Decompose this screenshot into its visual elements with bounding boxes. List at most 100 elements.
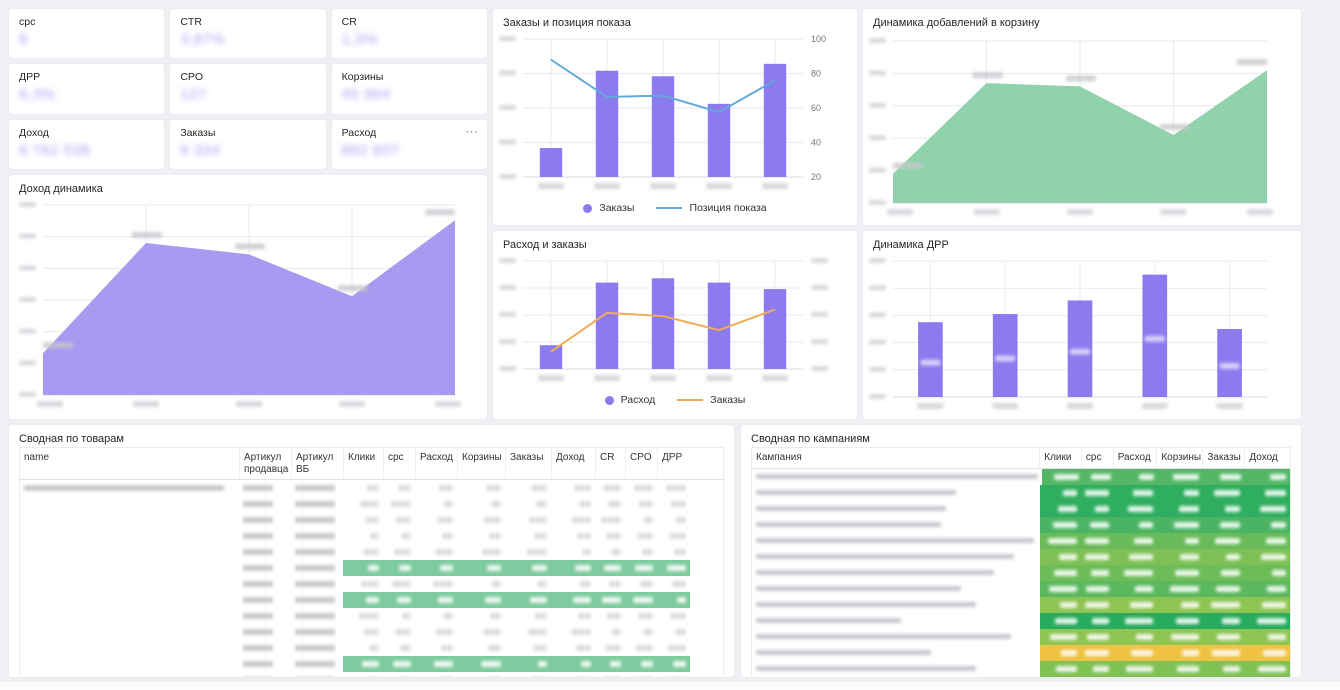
legend-label: Заказы (710, 394, 746, 406)
column-header[interactable]: Артикул продавца (239, 448, 291, 479)
table-cell (415, 544, 457, 560)
table-row[interactable] (20, 576, 723, 592)
kpi-value: 45 964 (341, 86, 391, 104)
heatmap-cell (1244, 532, 1290, 549)
table-cell (383, 560, 415, 576)
card-expense-orders: Расход и заказы Расход Заказы (492, 230, 858, 420)
table-row[interactable] (20, 672, 723, 677)
table-row[interactable] (20, 608, 723, 624)
table-cell (625, 480, 657, 496)
legend-item-orders[interactable]: Заказы (677, 394, 745, 406)
table-row[interactable] (20, 496, 723, 512)
column-header[interactable]: CR (595, 448, 625, 479)
table-cell (457, 640, 505, 656)
heatmap-cell (1156, 564, 1203, 581)
legend-label: Позиция показа (689, 202, 767, 214)
table-cell (551, 656, 595, 672)
column-header[interactable]: Заказы (1202, 448, 1244, 468)
table-cell (239, 496, 291, 512)
table-row[interactable] (752, 548, 1290, 565)
column-header[interactable]: Доход (551, 448, 595, 479)
table-row[interactable] (20, 624, 723, 640)
column-header[interactable]: Корзины (457, 448, 505, 479)
table-cell (551, 480, 595, 496)
kpi-card-cpo: CPO 127 (169, 63, 327, 115)
column-header[interactable]: Расход (1112, 448, 1157, 468)
column-header[interactable]: Клики (1039, 448, 1081, 468)
table-row[interactable] (20, 544, 723, 560)
card-menu-button[interactable]: ⋯ (464, 123, 479, 139)
heatmap-cell (1083, 468, 1115, 485)
column-header[interactable]: cpc (383, 448, 415, 479)
table-row[interactable] (752, 500, 1290, 517)
heatmap-cell (1042, 468, 1084, 485)
heatmap-cell (1156, 660, 1203, 677)
column-header[interactable]: Клики (343, 448, 383, 479)
table-row[interactable] (752, 516, 1290, 533)
table-row[interactable] (752, 612, 1290, 629)
table-cell (551, 528, 595, 544)
column-header[interactable]: Кампания (756, 452, 802, 463)
column-header[interactable]: name (24, 452, 50, 463)
column-header[interactable]: Корзины (1156, 448, 1202, 468)
heatmap-cell (1156, 596, 1203, 613)
table-row[interactable] (752, 580, 1290, 597)
heatmap-cell (1244, 580, 1290, 597)
card-drr-dynamics: Динамика ДРР (862, 230, 1302, 420)
column-header[interactable]: Заказы (505, 448, 551, 479)
column-header[interactable]: ДРР (657, 448, 690, 479)
table-cell (239, 560, 291, 576)
table-cell (551, 640, 595, 656)
table-row[interactable] (20, 512, 723, 528)
table-cell (383, 544, 415, 560)
table-row[interactable] (20, 640, 723, 656)
column-header[interactable]: Расход (415, 448, 457, 479)
column-header[interactable]: CPO (625, 448, 657, 479)
cart-additions-area-chart (869, 38, 1273, 215)
heatmap-cell (1081, 676, 1114, 677)
table-cell (505, 512, 551, 528)
table-row[interactable] (752, 660, 1290, 677)
table-cell (457, 608, 505, 624)
kpi-label: CPO (180, 71, 204, 84)
table-cell (657, 560, 690, 576)
heatmap-cell (1156, 644, 1203, 661)
svg-text:100: 100 (811, 34, 826, 44)
legend-item-orders[interactable]: Заказы (583, 202, 634, 214)
table-row[interactable] (752, 644, 1290, 661)
legend-item-position[interactable]: Позиция показа (656, 202, 767, 214)
table-cell (505, 640, 551, 656)
table-row[interactable] (752, 468, 1290, 485)
heatmap-cell (1081, 484, 1114, 501)
table-row[interactable] (20, 528, 723, 544)
column-header[interactable]: cpc (1080, 448, 1113, 468)
table-row[interactable] (752, 564, 1290, 581)
table-row[interactable] (20, 656, 723, 672)
table-cell (595, 672, 625, 677)
heatmap-cell (1081, 660, 1114, 677)
campaigns-table[interactable]: Кампания Клики cpc Расход Корзины Заказы Доход (741, 447, 1301, 677)
column-header[interactable]: Доход (1244, 448, 1290, 468)
heatmap-cell (1156, 612, 1203, 629)
table-cell (291, 672, 343, 677)
table-row[interactable] (752, 484, 1290, 501)
column-header[interactable]: Артикул ВБ (291, 448, 343, 479)
campaign-name-cell (752, 645, 1040, 661)
table-row-partial[interactable] (752, 676, 1290, 677)
table-cell (20, 560, 239, 576)
heatmap-cell (1202, 516, 1245, 533)
table-row[interactable] (752, 596, 1290, 613)
table-row[interactable] (752, 628, 1290, 645)
table-row[interactable] (20, 592, 723, 608)
table-row[interactable] (20, 480, 723, 496)
heatmap-cell (1244, 676, 1290, 677)
table-row[interactable] (20, 560, 723, 576)
table-cell (383, 592, 415, 608)
table-row[interactable] (752, 532, 1290, 549)
table-cell (505, 656, 551, 672)
table-cell (595, 640, 625, 656)
heatmap-cell (1113, 644, 1157, 661)
legend-item-expense[interactable]: Расход (604, 394, 655, 406)
products-table[interactable]: name Артикул продавца Артикул ВБ Клики cpc Ра… (9, 447, 734, 677)
campaign-name-cell (752, 501, 1040, 517)
